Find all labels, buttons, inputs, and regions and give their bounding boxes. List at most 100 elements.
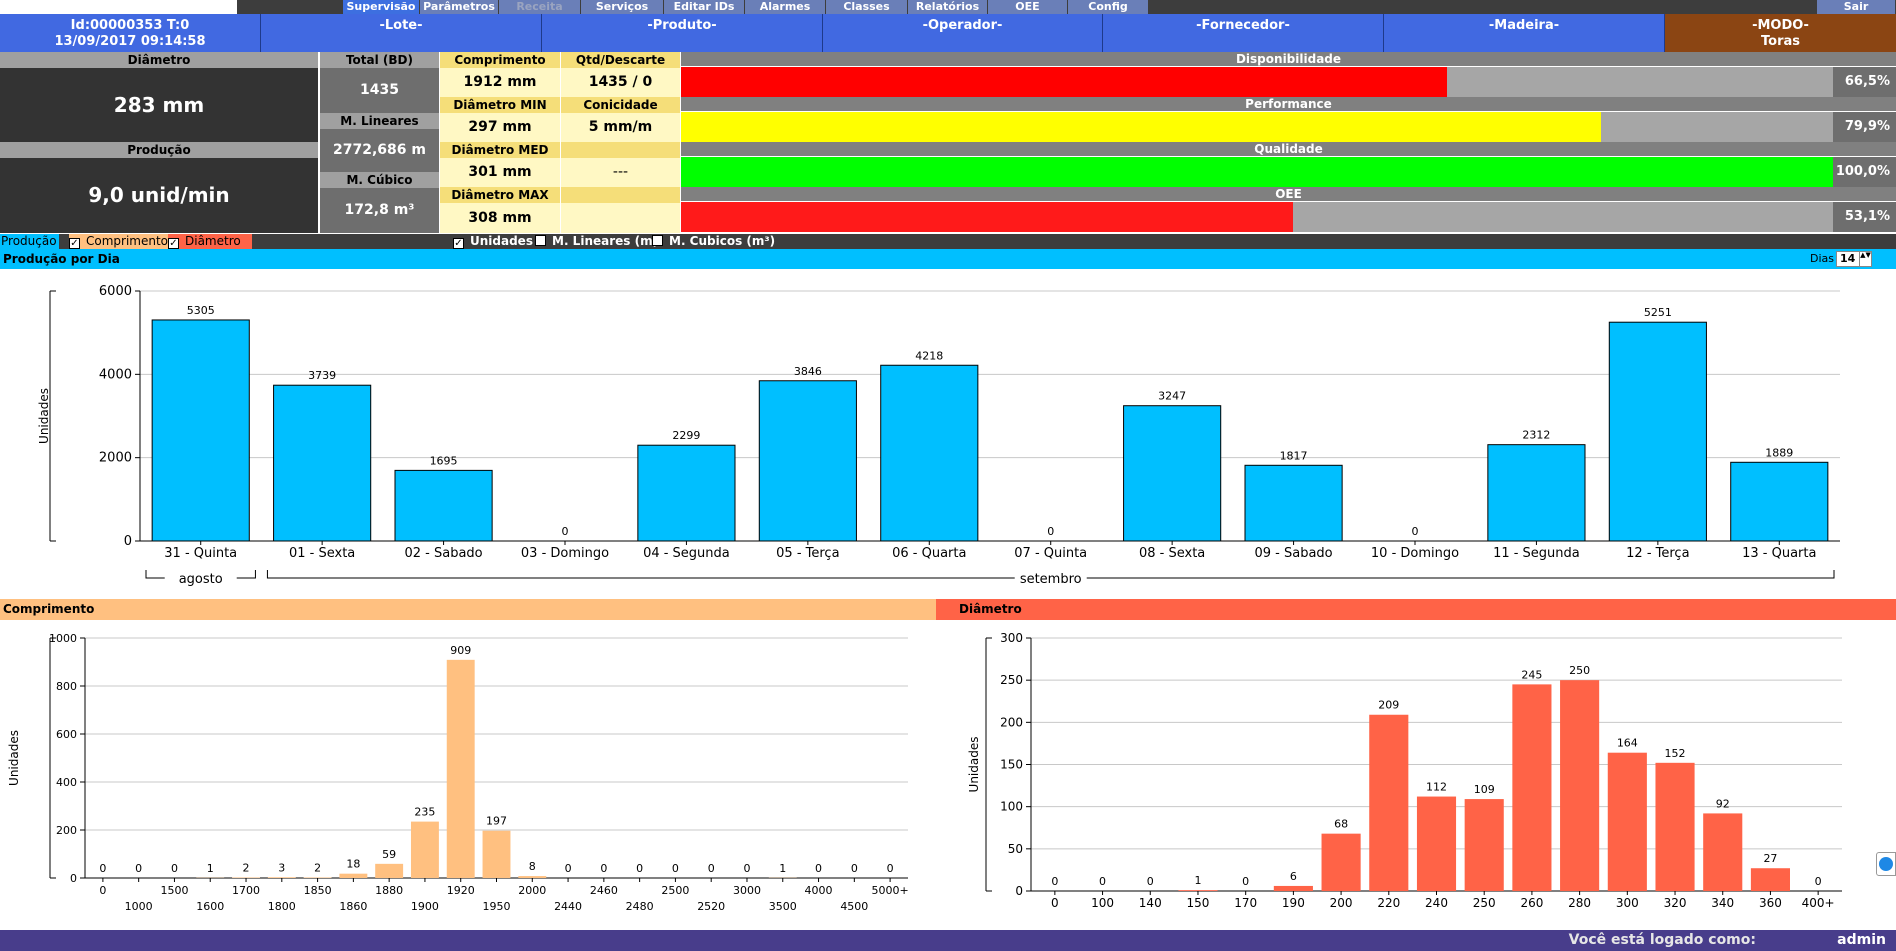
m-cubicos-radio[interactable]: M. Cubicos (m³) bbox=[652, 234, 775, 249]
comprimento-value: 1912 mm bbox=[440, 68, 560, 97]
menu-editar-ids[interactable]: Editar IDs bbox=[664, 0, 745, 14]
menu-alarmes[interactable]: Alarmes bbox=[745, 0, 826, 14]
comprimento-checkbox-label: Comprimento bbox=[86, 234, 169, 248]
dias-label: Dias bbox=[1810, 252, 1834, 265]
y-tick-label: 4000 bbox=[99, 367, 132, 382]
x-tick-label: 4500 bbox=[840, 900, 868, 913]
data-label: 5305 bbox=[187, 304, 215, 317]
x-tick-label: 1000 bbox=[125, 900, 153, 913]
data-label: 0 bbox=[600, 862, 607, 875]
diametro-label: Diâmetro bbox=[0, 52, 318, 68]
x-tick-label: 2000 bbox=[518, 884, 546, 897]
x-tick-label: 140 bbox=[1139, 896, 1162, 910]
x-tick-label: 170 bbox=[1234, 896, 1257, 910]
menu-oee[interactable]: OEE bbox=[988, 0, 1068, 14]
kpi-performance-label: Performance bbox=[681, 97, 1896, 111]
y-tick-label: 250 bbox=[1000, 673, 1023, 687]
empty-label-2 bbox=[561, 187, 680, 203]
menu-sair[interactable]: Sair bbox=[1817, 0, 1896, 14]
m-lineares-label: M. Lineares bbox=[320, 113, 439, 129]
total-value: 1435 bbox=[320, 68, 439, 113]
month-label: setembro bbox=[1020, 572, 1082, 587]
kpi-qualidade-label: Qualidade bbox=[681, 142, 1896, 156]
x-tick-label: 360 bbox=[1759, 896, 1782, 910]
data-label: 0 bbox=[743, 862, 750, 875]
modo-label: -MODO- bbox=[1752, 18, 1809, 33]
menu-classes[interactable]: Classes bbox=[826, 0, 908, 14]
x-tick-label: 260 bbox=[1520, 896, 1543, 910]
bar bbox=[758, 380, 857, 542]
x-tick-label: 02 - Sabado bbox=[405, 546, 483, 561]
data-label: 1 bbox=[779, 862, 786, 875]
x-tick-label: 220 bbox=[1377, 896, 1400, 910]
x-tick-label: 04 - Segunda bbox=[643, 546, 730, 561]
diametro-med-label: Diâmetro MED bbox=[440, 142, 560, 158]
x-tick-label: 31 - Quinta bbox=[164, 546, 237, 561]
madeira-field[interactable]: -Madeira- bbox=[1384, 14, 1665, 52]
data-label: 1889 bbox=[1765, 446, 1793, 459]
menu-config[interactable]: Config bbox=[1068, 0, 1149, 14]
unidades-check-icon: ✓ bbox=[453, 238, 464, 249]
x-tick-label: 1880 bbox=[375, 884, 403, 897]
data-label: 0 bbox=[1047, 525, 1054, 538]
y-tick-label: 6000 bbox=[99, 284, 132, 299]
x-tick-label: 300 bbox=[1616, 896, 1639, 910]
fornecedor-field[interactable]: -Fornecedor- bbox=[1103, 14, 1384, 52]
m-cubicos-check-icon bbox=[652, 235, 663, 246]
diametro-checkbox[interactable]: ✓ Diâmetro bbox=[168, 234, 252, 249]
menu-supervisao[interactable]: Supervisão bbox=[343, 0, 420, 14]
y-tick-label: 800 bbox=[56, 680, 77, 693]
bar bbox=[339, 873, 368, 878]
menu-servicos[interactable]: Serviços bbox=[581, 0, 664, 14]
data-label: 909 bbox=[450, 644, 471, 657]
menu-blank-area bbox=[0, 0, 237, 14]
diametro-max-label: Diâmetro MAX bbox=[440, 187, 560, 203]
x-tick-label: 2520 bbox=[697, 900, 725, 913]
bar bbox=[446, 659, 475, 878]
month-label-bg bbox=[1014, 570, 1087, 586]
x-tick-label: 400+ bbox=[1802, 896, 1835, 910]
bar bbox=[1178, 890, 1218, 891]
lote-field[interactable]: -Lote- bbox=[261, 14, 542, 52]
kpi-performance-value: 79,9% bbox=[1833, 112, 1896, 142]
unidades-radio[interactable]: ✓ Unidades bbox=[453, 234, 533, 249]
data-label: 0 bbox=[1412, 525, 1419, 538]
conicidade-label: Conicidade bbox=[561, 97, 680, 113]
empty-label bbox=[561, 142, 680, 158]
menu-relatorios[interactable]: Relatórios bbox=[908, 0, 988, 14]
x-tick-label: 1850 bbox=[304, 884, 332, 897]
data-label: 0 bbox=[851, 862, 858, 875]
producao-tab[interactable]: Produção bbox=[0, 234, 59, 249]
m-cubicos-radio-label: M. Cubicos (m³) bbox=[669, 234, 776, 248]
menu-parametros[interactable]: Parâmetros bbox=[420, 0, 499, 14]
operador-field[interactable]: -Operador- bbox=[823, 14, 1103, 52]
data-label: 1695 bbox=[430, 454, 458, 467]
modo-field[interactable]: -MODO- Toras bbox=[1665, 14, 1896, 52]
m-lineares-radio[interactable]: M. Lineares (m) bbox=[535, 234, 658, 249]
x-tick-label: 09 - Sabado bbox=[1255, 546, 1333, 561]
produto-field[interactable]: -Produto- bbox=[542, 14, 823, 52]
x-tick-label: 1600 bbox=[196, 900, 224, 913]
x-tick-label: 01 - Sexta bbox=[289, 546, 355, 561]
kpi-qualidade-bar bbox=[681, 157, 1833, 187]
kpi-oee-fill bbox=[681, 202, 1293, 232]
y-tick-label: 200 bbox=[1000, 715, 1023, 729]
x-tick-label: 2440 bbox=[554, 900, 582, 913]
data-label: 0 bbox=[636, 862, 643, 875]
x-tick-label: 1500 bbox=[160, 884, 188, 897]
m-cubico-label: M. Cúbico bbox=[320, 172, 439, 188]
spinner-arrows-icon[interactable]: ▲▼ bbox=[1859, 252, 1871, 266]
menu-receita[interactable]: Receita bbox=[499, 0, 581, 14]
bar bbox=[267, 877, 296, 878]
chat-icon[interactable] bbox=[1876, 852, 1896, 876]
y-axis-label: Unidades bbox=[7, 730, 21, 786]
dias-spinner[interactable]: 14 ▲▼ bbox=[1836, 251, 1872, 267]
diametro-chart: Unidades 0 50 100 150 200 250 300 0 0 0 100 0 140 1 150… bbox=[967, 631, 1842, 910]
x-tick-label: 340 bbox=[1711, 896, 1734, 910]
bar bbox=[1655, 762, 1695, 891]
diametro-max-value: 308 mm bbox=[440, 203, 560, 233]
current-datetime: 13/09/2017 09:14:58 bbox=[54, 34, 206, 49]
bar bbox=[880, 364, 979, 542]
diametro-checkbox-label: Diâmetro bbox=[185, 234, 241, 248]
comprimento-checkbox[interactable]: ✓ Comprimento bbox=[69, 234, 169, 249]
